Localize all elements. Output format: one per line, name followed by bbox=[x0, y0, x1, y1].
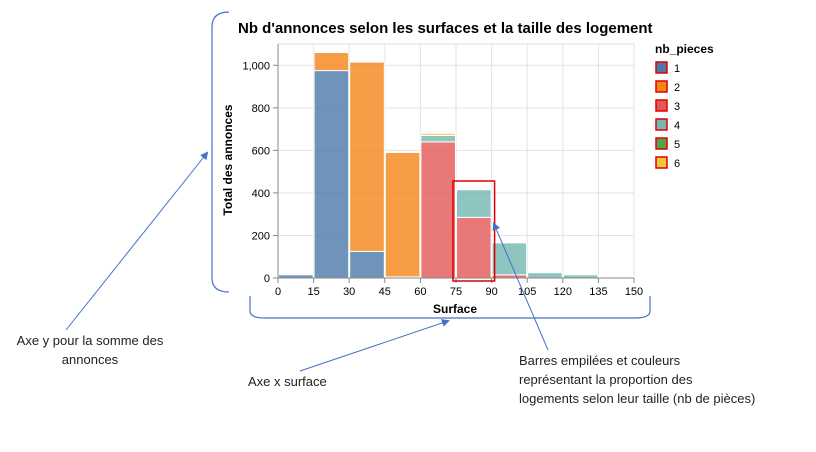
bar-segment-4 bbox=[420, 134, 456, 143]
y-tick-label: 200 bbox=[252, 230, 270, 242]
bars-annotation-line: Barres empilées et couleurs bbox=[519, 353, 681, 368]
legend-swatch bbox=[655, 80, 668, 93]
legend-swatch bbox=[655, 156, 668, 169]
legend-swatch bbox=[655, 99, 668, 112]
x-axis-annotation: Axe x surface bbox=[248, 374, 327, 389]
legend-label: 2 bbox=[674, 82, 680, 94]
bar-segment-6 bbox=[420, 132, 456, 136]
x-tick-label: 0 bbox=[275, 286, 281, 298]
x-tick-label: 75 bbox=[450, 286, 462, 298]
bar-segment-1 bbox=[313, 70, 350, 279]
bar-segment-3 bbox=[456, 216, 492, 279]
bars-annotation: Barres empilées et couleurs représentant… bbox=[519, 351, 755, 408]
bar-segment-2 bbox=[384, 151, 421, 278]
bar-segment-4 bbox=[456, 189, 492, 218]
y-axis-annotation: Axe y pour la somme des annonces bbox=[16, 333, 164, 367]
bar-segment-1 bbox=[349, 250, 385, 279]
legend-label: 1 bbox=[674, 63, 680, 75]
y-tick-label: 1,000 bbox=[242, 60, 270, 72]
x-tick-label: 120 bbox=[554, 286, 572, 298]
legend-swatch bbox=[655, 137, 668, 150]
bars-annotation-line: représentant la proportion des bbox=[519, 372, 693, 387]
y-tick-label: 600 bbox=[252, 145, 270, 157]
y-tick-label: 0 bbox=[264, 273, 270, 285]
y-axis-bracket bbox=[211, 11, 230, 293]
axes-group: 0 200 400 600 800 1,000 0 15 30 45 60 75 90 105 120 135… bbox=[242, 44, 643, 298]
x-tick-label: 150 bbox=[625, 286, 643, 298]
annotation-decorations bbox=[65, 11, 651, 372]
bar-segment-4 bbox=[527, 272, 563, 279]
x-axis-arrow bbox=[299, 319, 450, 372]
bar-segment-3 bbox=[420, 141, 456, 279]
y-axis-arrow bbox=[65, 151, 209, 331]
y-axis-label: Total des annonces bbox=[221, 104, 235, 215]
x-tick-label: 90 bbox=[485, 286, 497, 298]
legend: nb_pieces 1 2 3 4 5 6 bbox=[655, 42, 714, 170]
legend-title: nb_pieces bbox=[655, 42, 714, 56]
bars-annotation-line: logements selon leur taille (nb de pièce… bbox=[519, 391, 756, 406]
legend-label: 3 bbox=[674, 101, 680, 113]
bar-segment-2 bbox=[313, 52, 350, 72]
x-tick-label: 60 bbox=[414, 286, 426, 298]
legend-swatch bbox=[655, 118, 668, 131]
x-tick-label: 105 bbox=[518, 286, 536, 298]
y-tick-label: 800 bbox=[252, 103, 270, 115]
bars-arrow bbox=[492, 222, 549, 351]
bar-segment-2 bbox=[349, 61, 385, 252]
bars-group bbox=[278, 52, 635, 279]
x-tick-label: 135 bbox=[589, 286, 607, 298]
bar-segment-6 bbox=[598, 275, 635, 278]
y-tick-label: 400 bbox=[252, 188, 270, 200]
x-axis-label: Surface bbox=[433, 302, 477, 316]
legend-label: 4 bbox=[674, 120, 680, 132]
x-tick-label: 15 bbox=[307, 286, 319, 298]
x-axis-bracket bbox=[249, 296, 651, 319]
chart-title: Nb d'annonces selon les surfaces et la t… bbox=[238, 20, 653, 37]
legend-label: 6 bbox=[674, 158, 680, 170]
x-tick-label: 45 bbox=[379, 286, 391, 298]
x-tick-label: 30 bbox=[343, 286, 355, 298]
legend-label: 5 bbox=[674, 139, 680, 151]
legend-swatch bbox=[655, 61, 668, 74]
